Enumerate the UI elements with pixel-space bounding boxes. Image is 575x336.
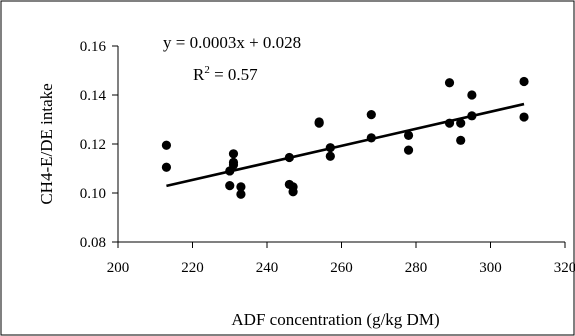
data-point — [325, 151, 335, 161]
data-point — [467, 111, 477, 121]
data-point — [314, 118, 324, 128]
r2-prefix: R — [193, 65, 205, 84]
x-tick-label: 240 — [256, 260, 279, 276]
y-axis-title: CH4-E/DE intake — [37, 83, 56, 204]
data-point — [228, 157, 239, 167]
y-tick-label: 0.08 — [80, 235, 106, 251]
r2-exponent: 2 — [204, 64, 210, 76]
data-point — [403, 130, 414, 141]
data-point — [284, 152, 294, 163]
plot-layer: 0.08 0.10 0.12 0.14 0.16 200 220 240 260 280 300 32… — [80, 39, 575, 276]
data-point — [467, 90, 477, 100]
r2-label: R2 = 0.57 — [193, 64, 258, 84]
x-tick-label: 300 — [479, 260, 502, 276]
y-tick-label: 0.12 — [80, 137, 106, 153]
x-tick-label: 200 — [107, 260, 130, 276]
data-point — [236, 182, 246, 192]
y-tick-label: 0.14 — [80, 88, 107, 104]
x-axis-title: ADF concentration (g/kg DM) — [231, 310, 439, 329]
data-point — [519, 76, 529, 87]
r2-value: = 0.57 — [210, 65, 258, 84]
data-point — [366, 133, 376, 143]
data-point — [161, 162, 172, 172]
data-point — [366, 110, 376, 120]
x-tick-label: 280 — [405, 260, 428, 276]
data-point — [444, 78, 455, 88]
data-point — [236, 189, 246, 199]
y-tick-label: 0.10 — [80, 186, 106, 202]
data-point — [225, 181, 235, 191]
x-tick-label: 260 — [330, 260, 353, 276]
equation-label: y = 0.0003x + 0.028 — [163, 33, 301, 52]
data-point — [519, 112, 529, 122]
data-point — [456, 135, 466, 145]
data-point — [161, 140, 172, 150]
data-point — [456, 118, 466, 128]
x-tick-label: 220 — [181, 260, 204, 276]
data-point — [325, 143, 335, 153]
data-point — [228, 149, 239, 159]
data-point — [403, 145, 414, 155]
data-point — [288, 187, 298, 197]
y-tick-label: 0.16 — [80, 39, 107, 55]
data-point — [444, 118, 455, 128]
x-tick-label: 320 — [554, 260, 575, 276]
